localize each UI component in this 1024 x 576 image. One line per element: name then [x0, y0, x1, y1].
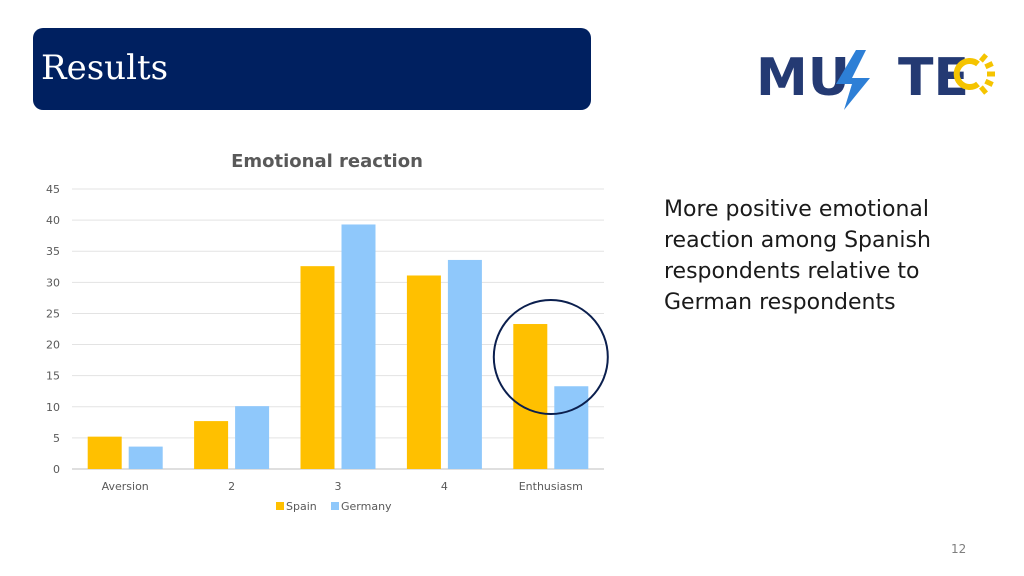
- x-tick-label: Enthusiasm: [519, 480, 583, 493]
- sun-ray: [979, 85, 988, 95]
- logo-bolt-icon: [836, 50, 870, 110]
- sun-ray: [984, 78, 994, 87]
- summary-text: More positive emotional reaction among S…: [664, 197, 931, 315]
- bar-germany-enthusiasm: [554, 386, 589, 469]
- page-title: Results: [41, 48, 169, 88]
- mustec-logo: MU TE: [756, 48, 995, 110]
- chart-title: Emotional reaction: [231, 151, 423, 172]
- bar-spain-3: [300, 266, 335, 469]
- x-tick-label: 4: [441, 480, 448, 493]
- y-tick-label: 40: [46, 214, 60, 227]
- y-tick-label: 15: [46, 370, 60, 383]
- y-tick-label: 25: [46, 307, 60, 320]
- y-tick-label: 30: [46, 276, 60, 289]
- y-tick-label: 5: [53, 432, 60, 445]
- chart-bars: [87, 224, 589, 469]
- legend-label-germany: Germany: [341, 500, 392, 513]
- y-tick-label: 20: [46, 339, 60, 352]
- bar-germany-4: [447, 259, 482, 469]
- x-tick-label: Aversion: [102, 480, 149, 493]
- bar-spain-aversion: [87, 436, 122, 469]
- title-bar: Results: [33, 28, 591, 110]
- bar-spain-2: [194, 421, 229, 469]
- legend-label-spain: Spain: [286, 500, 317, 513]
- legend-swatch-germany: [331, 502, 339, 510]
- x-tick-label: 3: [335, 480, 342, 493]
- y-tick-label: 45: [46, 183, 60, 196]
- sun-ray: [984, 61, 994, 70]
- logo-sun-icon: [953, 53, 995, 95]
- bar-germany-2: [235, 406, 270, 469]
- y-tick-label: 10: [46, 401, 60, 414]
- highlight-circle: [492, 299, 609, 415]
- y-axis: 0 5 10 15 20 25 30 35 40 45: [46, 183, 60, 476]
- legend-swatch-spain: [276, 502, 284, 510]
- y-tick-label: 0: [53, 463, 60, 476]
- page-number: 12: [951, 542, 967, 556]
- bar-germany-3: [341, 224, 376, 469]
- sun-ray: [979, 53, 988, 63]
- sun-ray: [987, 71, 995, 77]
- bar-spain-4: [406, 275, 441, 469]
- x-axis: Aversion 2 3 4 Enthusiasm: [102, 480, 583, 493]
- x-tick-label: 2: [228, 480, 235, 493]
- y-tick-label: 35: [46, 245, 60, 258]
- bar-germany-aversion: [128, 446, 163, 469]
- bar-spain-enthusiasm: [513, 324, 548, 469]
- bar-chart: Emotional reaction 0 5 10 15 20 25 30 35 40 45 Av…: [46, 151, 609, 513]
- chart-legend: Spain Germany: [276, 500, 392, 513]
